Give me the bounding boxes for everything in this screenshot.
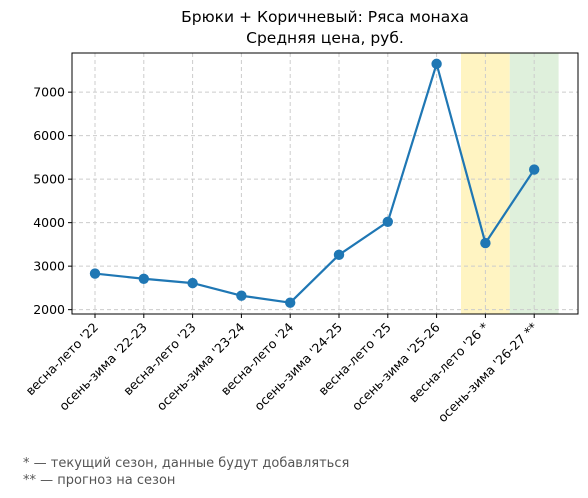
data-point <box>431 58 442 70</box>
x-tick-label: осень-зима '24-25 <box>251 320 345 414</box>
footnote-forecast: ** — прогноз на сезон <box>23 473 176 488</box>
chart-subtitle: Средняя цена, руб. <box>246 29 404 47</box>
y-tick-label: 3000 <box>33 259 65 274</box>
y-tick-label: 7000 <box>33 85 65 100</box>
x-tick-label: осень-зима '25-26 <box>349 319 443 413</box>
data-point <box>236 290 247 301</box>
y-tick-label: 6000 <box>33 128 65 143</box>
footnote-current-season: * — текущий сезон, данные будут добавлят… <box>23 456 350 471</box>
x-tick-label: осень-зима '23-24 <box>154 319 248 413</box>
data-point <box>89 268 101 279</box>
data-point <box>187 277 198 289</box>
data-point <box>382 216 393 227</box>
data-point <box>138 273 149 284</box>
x-tick-label: осень-зима '26-27 ** <box>435 320 541 426</box>
data-point <box>529 164 540 175</box>
y-tick-label: 4000 <box>33 215 65 230</box>
x-tick-label: осень-зима '22-23 <box>56 320 150 414</box>
y-tick-label: 5000 <box>33 172 65 187</box>
data-point <box>285 297 296 308</box>
y-tick-label: 2000 <box>33 302 65 317</box>
data-point <box>333 249 345 261</box>
data-point <box>480 237 491 249</box>
chart-title: Брюки + Коричневый: Ряса монаха <box>181 8 469 26</box>
series-line <box>94 62 536 304</box>
plot-frame <box>71 52 579 315</box>
